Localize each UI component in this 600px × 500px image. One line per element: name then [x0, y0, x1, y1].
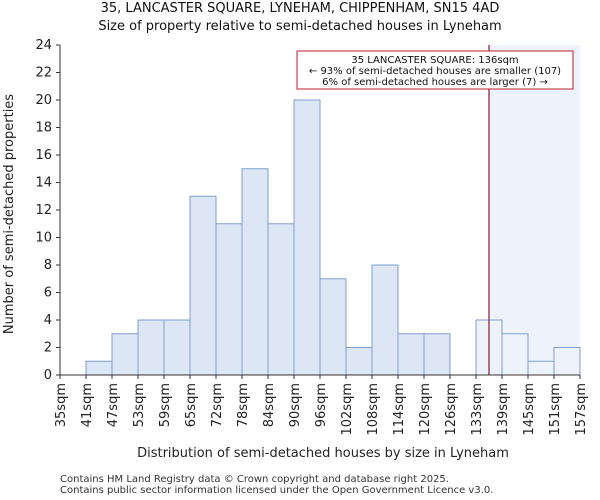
bar-102sqm: [345, 347, 373, 376]
x-tick-label: 102sqm: [340, 383, 355, 436]
bar-139sqm: [501, 333, 529, 376]
y-tick-label: 2: [44, 341, 52, 356]
x-tick-label: 59sqm: [158, 383, 173, 427]
footer-licence: Contains public sector information licen…: [60, 485, 494, 496]
annotation-box: [296, 50, 574, 90]
footer-copyright: Contains HM Land Registry data © Crown c…: [60, 474, 449, 485]
y-axis-label: Number of semi-detached properties: [2, 94, 17, 334]
x-tick-label: 35sqm: [54, 383, 69, 427]
y-tick-label: 12: [35, 203, 52, 218]
x-tick-label: 120sqm: [418, 383, 433, 436]
y-tick-label: 0: [44, 368, 52, 383]
x-tick-label: 151sqm: [548, 383, 563, 436]
x-tick-label: 145sqm: [522, 383, 537, 436]
y-tick-label: 8: [44, 258, 52, 273]
bar-108sqm: [371, 264, 399, 376]
x-tick-label: 41sqm: [80, 383, 95, 427]
y-tick-label: 10: [35, 231, 52, 246]
y-tick-label: 24: [35, 38, 52, 53]
y-tick-label: 16: [35, 148, 52, 163]
annotation-line-3: 6% of semi-detached houses are larger (7…: [322, 77, 548, 88]
y-tick-label: 20: [35, 93, 52, 108]
larger-region-shade: [489, 45, 580, 375]
x-tick-label: 84sqm: [262, 383, 277, 427]
chart-subtitle: Size of property relative to semi-detach…: [98, 19, 502, 34]
chart-title-address: 35, LANCASTER SQUARE, LYNEHAM, CHIPPENHA…: [100, 1, 500, 16]
x-tick-label: 133sqm: [470, 383, 485, 436]
bar-41sqm: [85, 360, 113, 376]
x-tick-label: 78sqm: [236, 383, 251, 427]
bar-72sqm: [215, 223, 243, 376]
annotation-line-1: 35 LANCASTER SQUARE: 136sqm: [351, 55, 518, 66]
y-tick-label: 4: [44, 313, 52, 328]
bar-59sqm: [163, 319, 191, 376]
x-tick-label: 126sqm: [444, 383, 459, 436]
bar-78sqm: [241, 168, 269, 376]
bar-120sqm: [423, 333, 451, 376]
x-tick-label: 114sqm: [392, 383, 407, 436]
bar-114sqm: [397, 333, 425, 376]
y-tick-label: 6: [44, 286, 52, 301]
bar-145sqm: [527, 360, 555, 376]
x-tick-label: 157sqm: [574, 383, 589, 436]
bar-151sqm: [553, 347, 581, 376]
annotation-line-2: ← 93% of semi-detached houses are smalle…: [309, 66, 561, 77]
x-tick-label: 108sqm: [366, 383, 381, 436]
x-tick-label: 90sqm: [288, 383, 303, 427]
x-axis-label: Distribution of semi-detached houses by …: [137, 446, 509, 461]
x-tick-label: 65sqm: [184, 383, 199, 427]
bar-96sqm: [319, 278, 347, 376]
bar-90sqm: [293, 99, 321, 376]
x-tick-label: 72sqm: [210, 383, 225, 427]
bar-53sqm: [137, 319, 165, 376]
x-tick-label: 139sqm: [496, 383, 511, 436]
y-tick-label: 22: [35, 66, 52, 81]
bar-47sqm: [111, 333, 139, 376]
y-tick-label: 14: [35, 176, 52, 191]
y-tick-label: 18: [35, 121, 52, 136]
bar-65sqm: [189, 195, 217, 376]
x-tick-label: 47sqm: [106, 383, 121, 427]
x-tick-label: 96sqm: [314, 383, 329, 427]
x-tick-label: 53sqm: [132, 383, 147, 427]
bar-84sqm: [267, 223, 295, 376]
